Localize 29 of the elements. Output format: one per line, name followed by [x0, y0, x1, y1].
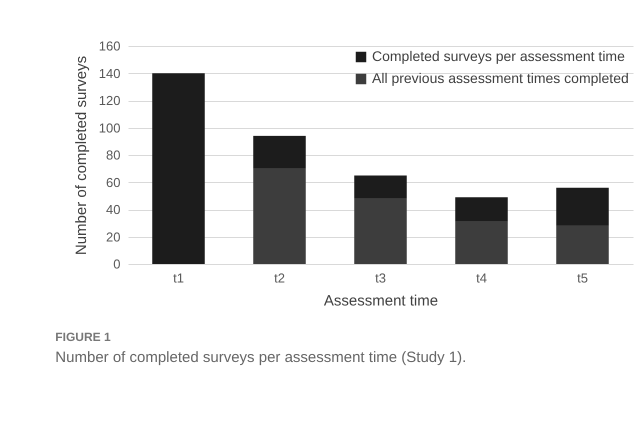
- bar: [556, 188, 609, 226]
- bar: [152, 73, 205, 264]
- bar: [455, 197, 508, 222]
- x-tick-label: t4: [476, 270, 487, 286]
- bar: [253, 136, 306, 169]
- bar: [354, 198, 407, 264]
- y-tick-label: 40: [106, 202, 120, 217]
- y-tick-label: 140: [98, 66, 120, 81]
- x-tick-label: t5: [577, 270, 588, 286]
- y-tick-label: 120: [98, 93, 120, 108]
- x-tick-label: t3: [375, 270, 386, 286]
- x-tick-label: t1: [173, 270, 184, 286]
- text: FIGURE 1: [55, 330, 111, 344]
- y-axis-title: Number of completed surveys: [72, 56, 90, 256]
- text: Number of completed surveys per assessment time (Study 1).: [55, 349, 466, 366]
- legend-label: All previous assessment times completed: [372, 70, 629, 86]
- y-tick-label: 80: [106, 148, 120, 162]
- bar: [455, 222, 508, 264]
- legend-label: Completed surveys per assessment time: [372, 48, 626, 64]
- x-axis-title: Assessment time: [324, 292, 438, 310]
- y-tick-label: 160: [98, 38, 120, 54]
- x-tick-label: t2: [274, 270, 285, 286]
- y-tick-label: 60: [106, 174, 120, 190]
- bar: [556, 226, 609, 264]
- y-tick-label: 20: [106, 229, 120, 244]
- bar: [253, 168, 306, 264]
- y-tick-label: 0: [113, 256, 120, 272]
- y-tick-label: 100: [98, 120, 120, 136]
- bar: [354, 175, 407, 199]
